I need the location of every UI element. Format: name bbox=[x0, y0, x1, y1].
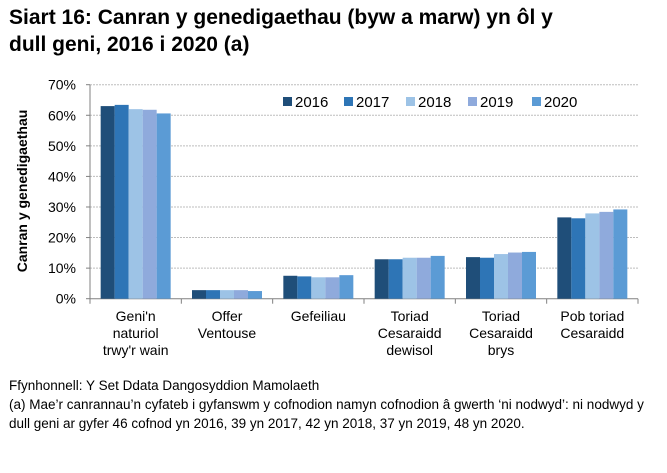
bar-2019 bbox=[599, 211, 614, 299]
x-category-label: Offer bbox=[212, 308, 243, 324]
bar-2018 bbox=[494, 254, 508, 299]
bar-2020 bbox=[248, 291, 262, 299]
bar-2020 bbox=[613, 209, 628, 299]
bar-2018 bbox=[128, 109, 143, 299]
x-category-label: Cesaraidd bbox=[560, 325, 624, 341]
y-tick-label: 30% bbox=[48, 199, 76, 215]
bar-2017 bbox=[206, 290, 220, 299]
y-tick-label: 70% bbox=[48, 77, 76, 93]
legend-label: 2020 bbox=[544, 94, 577, 111]
x-category-label: Cesaraidd bbox=[378, 325, 442, 341]
legend-swatch-2017 bbox=[344, 97, 353, 106]
x-category-label: trwy'r wain bbox=[103, 342, 169, 358]
bar-2018 bbox=[402, 257, 417, 299]
x-category-label: Pob toriad bbox=[560, 308, 624, 324]
x-category-label: Toriad bbox=[482, 308, 520, 324]
bar-2017 bbox=[571, 218, 586, 299]
bar-2019 bbox=[416, 257, 431, 299]
bar-2018 bbox=[220, 290, 234, 299]
bar-2020 bbox=[339, 275, 354, 299]
bar-2016 bbox=[283, 275, 298, 299]
bar-2017 bbox=[297, 276, 312, 299]
bar-2020 bbox=[522, 251, 536, 299]
x-category-label: Toriad bbox=[391, 308, 429, 324]
y-tick-label: 50% bbox=[48, 138, 76, 154]
bar-2017 bbox=[388, 259, 403, 299]
y-tick-label: 20% bbox=[48, 230, 76, 246]
title-line-1: Siart 16: Canran y genedigaethau (byw a … bbox=[9, 6, 553, 29]
bar-2017 bbox=[480, 257, 494, 299]
legend-swatch-2016 bbox=[283, 97, 292, 106]
bar-2016 bbox=[374, 259, 389, 299]
legend-swatch-2019 bbox=[468, 97, 477, 106]
legend-label: 2016 bbox=[295, 94, 328, 111]
x-category-label: brys bbox=[488, 342, 514, 358]
bar-2016 bbox=[466, 257, 480, 299]
bar-2016 bbox=[100, 106, 115, 299]
footnote: (a) Mae’r canrannau’n cyfateb i gyfanswm… bbox=[9, 397, 644, 431]
bar-2017 bbox=[114, 104, 129, 299]
y-tick-label: 60% bbox=[48, 107, 76, 123]
x-category-label: dewisol bbox=[386, 342, 433, 358]
chart-title: Siart 16: Canran y genedigaethau (byw a … bbox=[9, 4, 659, 58]
bar-2019 bbox=[234, 290, 248, 299]
y-tick-label: 40% bbox=[48, 168, 76, 184]
y-tick-label: 0% bbox=[56, 291, 76, 307]
y-axis-label: Canran y genedigaethau bbox=[14, 110, 30, 273]
x-category-label: Cesaraidd bbox=[469, 325, 533, 341]
x-category-label: naturiol bbox=[113, 325, 159, 341]
bar-2019 bbox=[325, 277, 340, 299]
bar-2019 bbox=[508, 252, 522, 299]
bar-2016 bbox=[192, 290, 206, 299]
legend-label: 2018 bbox=[418, 94, 451, 111]
legend-label: 2017 bbox=[356, 94, 389, 111]
bar-2019 bbox=[142, 109, 157, 299]
notes: Ffynhonnell: Y Set Ddata Dangosyddion Ma… bbox=[9, 376, 659, 433]
legend-label: 2019 bbox=[480, 94, 513, 111]
bar-2018 bbox=[311, 277, 326, 299]
legend-swatch-2018 bbox=[406, 97, 415, 106]
x-category-label: Ventouse bbox=[198, 325, 257, 341]
y-tick-label: 10% bbox=[48, 260, 76, 276]
source-note: Ffynhonnell: Y Set Ddata Dangosyddion Ma… bbox=[9, 378, 320, 393]
bar-2020 bbox=[156, 113, 171, 299]
title-line-2: dull geni, 2016 i 2020 (a) bbox=[9, 33, 250, 56]
bar-2016 bbox=[557, 217, 572, 299]
x-category-label: Gefeiliau bbox=[291, 308, 346, 324]
bar-2020 bbox=[430, 255, 445, 299]
bar-2018 bbox=[585, 213, 600, 299]
x-category-label: Geni'n bbox=[116, 308, 156, 324]
legend-swatch-2020 bbox=[532, 97, 541, 106]
